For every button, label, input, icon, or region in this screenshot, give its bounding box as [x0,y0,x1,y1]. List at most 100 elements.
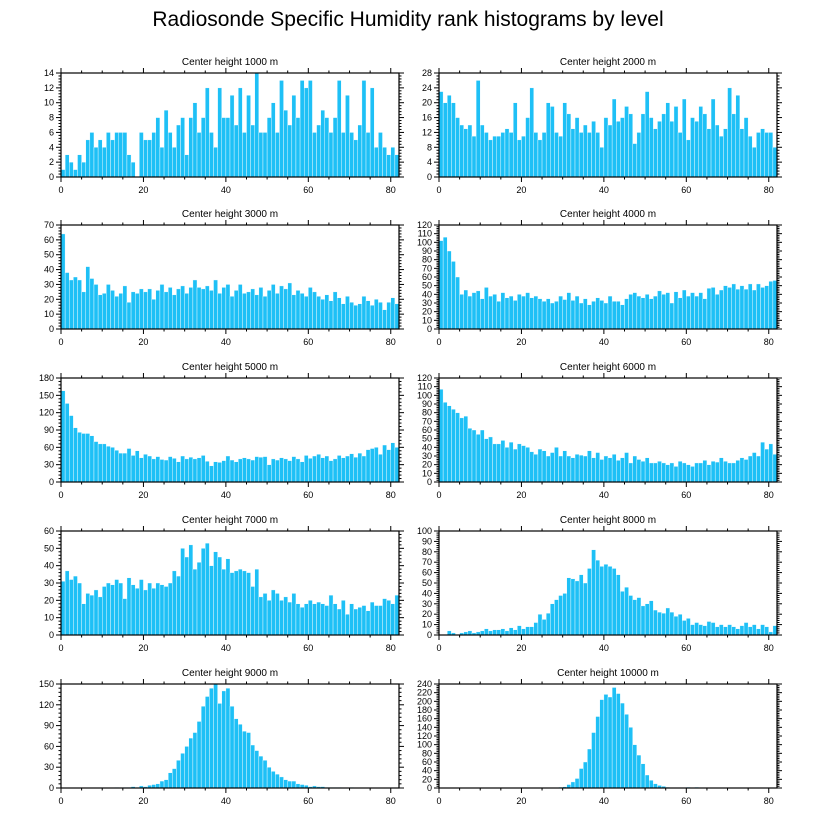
histogram-bar [151,588,156,636]
histogram-panel: Center height 6000 m01020304050607080901… [417,362,782,500]
y-tick-label: 0 [49,477,54,487]
histogram-bar [172,147,177,178]
histogram-bar [81,603,86,636]
histogram-bar [349,132,354,178]
histogram-bar [196,721,202,789]
histogram-bar [365,610,371,636]
histogram-bar [731,113,736,178]
histogram-bar [147,582,152,636]
histogram-bar [616,460,621,483]
histogram-bar [669,611,675,636]
histogram-bar [304,87,309,178]
histogram-bar [89,132,95,178]
histogram-bar [147,139,152,178]
x-tick-label: 0 [436,796,441,806]
histogram-bar [390,147,396,178]
histogram-bar [139,132,144,178]
histogram-bar [205,87,210,178]
histogram-bar [657,121,662,178]
y-tick-label: 80 [422,748,432,758]
histogram-bar [760,287,765,330]
histogram-bar [155,456,161,483]
histogram-bar [484,628,489,636]
y-tick-label: 8 [49,113,54,123]
histogram-bar [620,304,625,330]
histogram-bar [167,772,173,789]
histogram-bar [213,461,218,483]
histogram-bar [390,442,396,483]
y-tick-label: 0 [427,477,432,487]
histogram-bar [591,301,596,330]
histogram-bar [361,80,367,178]
x-tick-label: 0 [436,337,441,347]
histogram-bar [591,549,596,636]
histogram-bar [632,599,638,636]
histogram-bar [365,300,371,330]
histogram-bar [246,291,251,330]
histogram-bar [316,601,321,636]
histogram-bar [603,564,609,636]
histogram-bar [517,139,522,178]
histogram-bar [258,132,264,178]
histogram-bar [299,293,305,330]
panel-title: Center height 3000 m [182,209,278,220]
histogram-bar [644,457,650,483]
histogram-bar [159,284,165,330]
histogram-bar [611,687,617,789]
y-tick-label: 20 [422,774,432,784]
histogram-bar [184,154,189,178]
x-tick-label: 40 [221,337,231,347]
histogram-bar [390,603,396,636]
x-tick-label: 60 [303,337,313,347]
y-tick-label: 50 [422,281,432,291]
histogram-bar [188,737,194,789]
histogram-bar [690,117,695,178]
histogram-bar [578,132,584,178]
histogram-bar [706,128,712,178]
histogram-bar [353,608,358,636]
histogram-bar [205,461,210,483]
y-tick-label: 80 [422,255,432,265]
histogram-bar [772,625,778,636]
histogram-bar [89,594,95,636]
histogram-bar [221,460,227,483]
histogram-bar [636,754,642,789]
panel-title: Center height 5000 m [182,362,278,373]
histogram-bar [739,128,745,178]
histogram-bar [139,579,144,636]
histogram-bar [97,596,103,636]
histogram-bar [665,464,671,483]
histogram-bar [529,87,534,178]
panel-title: Center height 6000 m [560,362,656,373]
histogram-bar [743,117,749,178]
histogram-bar [603,302,609,330]
y-tick-label: 40 [422,766,432,776]
histogram-bar [242,570,247,636]
histogram-bar [188,544,194,636]
histogram-bar [747,626,753,636]
histogram-bar [698,106,703,178]
histogram-bar [287,282,293,330]
y-tick-label: 80 [422,547,432,557]
histogram-bar [345,614,350,636]
histogram-bar [225,558,231,636]
histogram-bar [85,266,91,330]
histogram-bar [714,461,720,483]
histogram-bar [279,776,284,789]
x-tick-label: 40 [221,490,231,500]
histogram-bar [320,299,325,330]
histogram-bar [607,295,613,330]
histogram-bar [163,779,169,789]
histogram-bar [155,783,161,789]
histogram-bar [525,117,530,178]
histogram-bar [229,459,235,483]
histogram-bar [332,603,338,636]
histogram-bar [126,577,132,636]
histogram-bar [250,459,255,483]
histogram-bar [110,290,115,330]
x-tick-label: 20 [138,337,148,347]
x-tick-label: 0 [436,185,441,195]
histogram-panel: Center height 4000 m01020304050607080901… [417,209,782,347]
x-tick-label: 40 [599,337,609,347]
histogram-bar [459,417,464,483]
